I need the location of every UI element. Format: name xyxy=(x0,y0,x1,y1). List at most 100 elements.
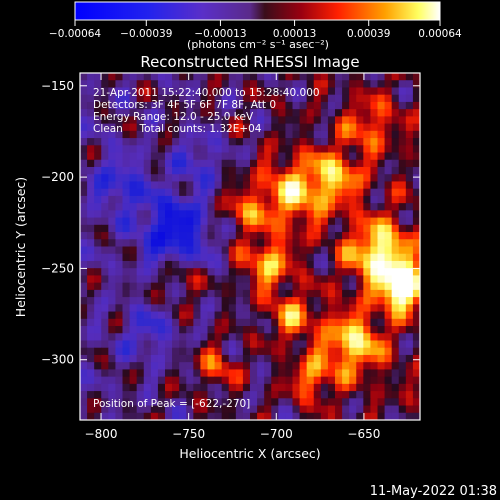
heatmap-cell xyxy=(200,210,208,218)
heatmap-cell xyxy=(342,217,350,226)
heatmap-cell xyxy=(306,232,315,240)
heatmap-cell xyxy=(80,166,88,175)
heatmap-cell xyxy=(384,145,393,153)
heatmap-cell xyxy=(391,87,400,96)
heatmap-cell xyxy=(179,398,187,406)
heatmap-cell xyxy=(80,333,88,341)
heatmap-cell xyxy=(207,318,215,327)
heatmap-cell xyxy=(264,145,272,153)
heatmap-cell xyxy=(214,326,223,334)
heatmap-cell xyxy=(165,80,173,88)
heatmap-cell xyxy=(235,246,244,255)
heatmap-cell xyxy=(214,188,223,197)
heatmap-cell xyxy=(313,275,322,284)
heatmap-cell xyxy=(356,318,364,327)
heatmap-cell xyxy=(271,347,279,356)
heatmap-cell xyxy=(101,369,109,378)
heatmap-cell xyxy=(157,369,166,378)
heatmap-cell xyxy=(257,398,265,406)
heatmap-cell xyxy=(94,340,102,349)
heatmap-cell xyxy=(87,268,95,276)
heatmap-cell xyxy=(271,203,279,211)
heatmap-cell xyxy=(207,304,215,312)
heatmap-cell xyxy=(306,152,315,161)
heatmap-cell xyxy=(342,369,350,378)
heatmap-cell xyxy=(80,398,88,406)
heatmap-cell xyxy=(193,326,201,334)
heatmap-cell xyxy=(306,174,315,182)
heatmap-cell xyxy=(299,383,308,392)
heatmap-cell xyxy=(257,268,265,276)
heatmap-cell xyxy=(405,188,414,197)
heatmap-cell xyxy=(186,123,194,132)
heatmap-cell xyxy=(150,391,159,399)
heatmap-cell xyxy=(398,166,407,175)
heatmap-cell xyxy=(398,282,407,291)
heatmap-cell xyxy=(306,195,315,204)
heatmap-cell xyxy=(306,224,315,233)
heatmap-cell xyxy=(136,188,145,197)
heatmap-cell xyxy=(157,145,166,153)
heatmap-cell xyxy=(356,311,364,320)
heatmap-cell xyxy=(335,152,343,161)
heatmap-cell xyxy=(356,217,364,226)
heatmap-cell xyxy=(150,318,159,327)
heatmap-cell xyxy=(412,354,420,363)
heatmap-cell xyxy=(108,203,116,211)
heatmap-cell xyxy=(207,333,215,341)
heatmap-cell xyxy=(398,152,407,161)
heatmap-cell xyxy=(242,398,251,406)
heatmap-cell xyxy=(306,412,315,420)
heatmap-cell xyxy=(363,73,371,81)
heatmap-cell xyxy=(136,275,145,284)
heatmap-cell xyxy=(214,80,223,88)
heatmap-cell xyxy=(157,297,166,305)
heatmap-cell xyxy=(335,188,343,197)
heatmap-cell xyxy=(306,398,315,406)
heatmap-cell xyxy=(143,181,152,190)
heatmap-cell xyxy=(108,101,116,110)
heatmap-cell xyxy=(200,260,208,269)
heatmap-cell xyxy=(391,152,400,161)
heatmap-cell xyxy=(242,275,251,284)
heatmap-cell xyxy=(335,159,343,168)
heatmap-cell xyxy=(228,203,237,211)
heatmap-cell xyxy=(101,188,109,197)
heatmap-cell xyxy=(356,362,364,370)
heatmap-cell xyxy=(363,232,371,240)
heatmap-cell xyxy=(228,369,237,378)
heatmap-cell xyxy=(391,166,400,175)
heatmap-cell xyxy=(165,340,173,349)
heatmap-cell xyxy=(157,383,166,392)
heatmap-cell xyxy=(80,369,88,378)
heatmap-cell xyxy=(285,210,293,218)
heatmap-cell xyxy=(136,326,145,334)
heatmap-cell xyxy=(179,268,187,276)
heatmap-cell xyxy=(292,203,300,211)
heatmap-cell xyxy=(150,376,159,385)
heatmap-cell xyxy=(292,232,300,240)
heatmap-cell xyxy=(179,297,187,305)
heatmap-cell xyxy=(179,253,187,262)
heatmap-cell xyxy=(221,217,230,226)
heatmap-cell xyxy=(405,181,414,190)
heatmap-cell xyxy=(165,362,173,370)
heatmap-cell xyxy=(405,138,414,146)
heatmap-cell xyxy=(214,145,223,153)
heatmap-cell xyxy=(122,289,130,298)
heatmap-cell xyxy=(384,159,393,168)
heatmap-cell xyxy=(349,275,357,284)
heatmap-cell xyxy=(129,333,138,341)
heatmap-cell xyxy=(157,232,166,240)
heatmap-cell xyxy=(143,246,152,255)
heatmap-cell xyxy=(405,87,414,96)
heatmap-cell xyxy=(327,195,336,204)
heatmap-cell xyxy=(207,362,215,370)
heatmap-cell xyxy=(200,195,208,204)
heatmap-cell xyxy=(384,239,393,247)
heatmap-cell xyxy=(299,159,308,168)
heatmap-cell xyxy=(186,412,194,420)
heatmap-cell xyxy=(327,405,336,414)
heatmap-cell xyxy=(235,87,244,96)
heatmap-cell xyxy=(292,347,300,356)
